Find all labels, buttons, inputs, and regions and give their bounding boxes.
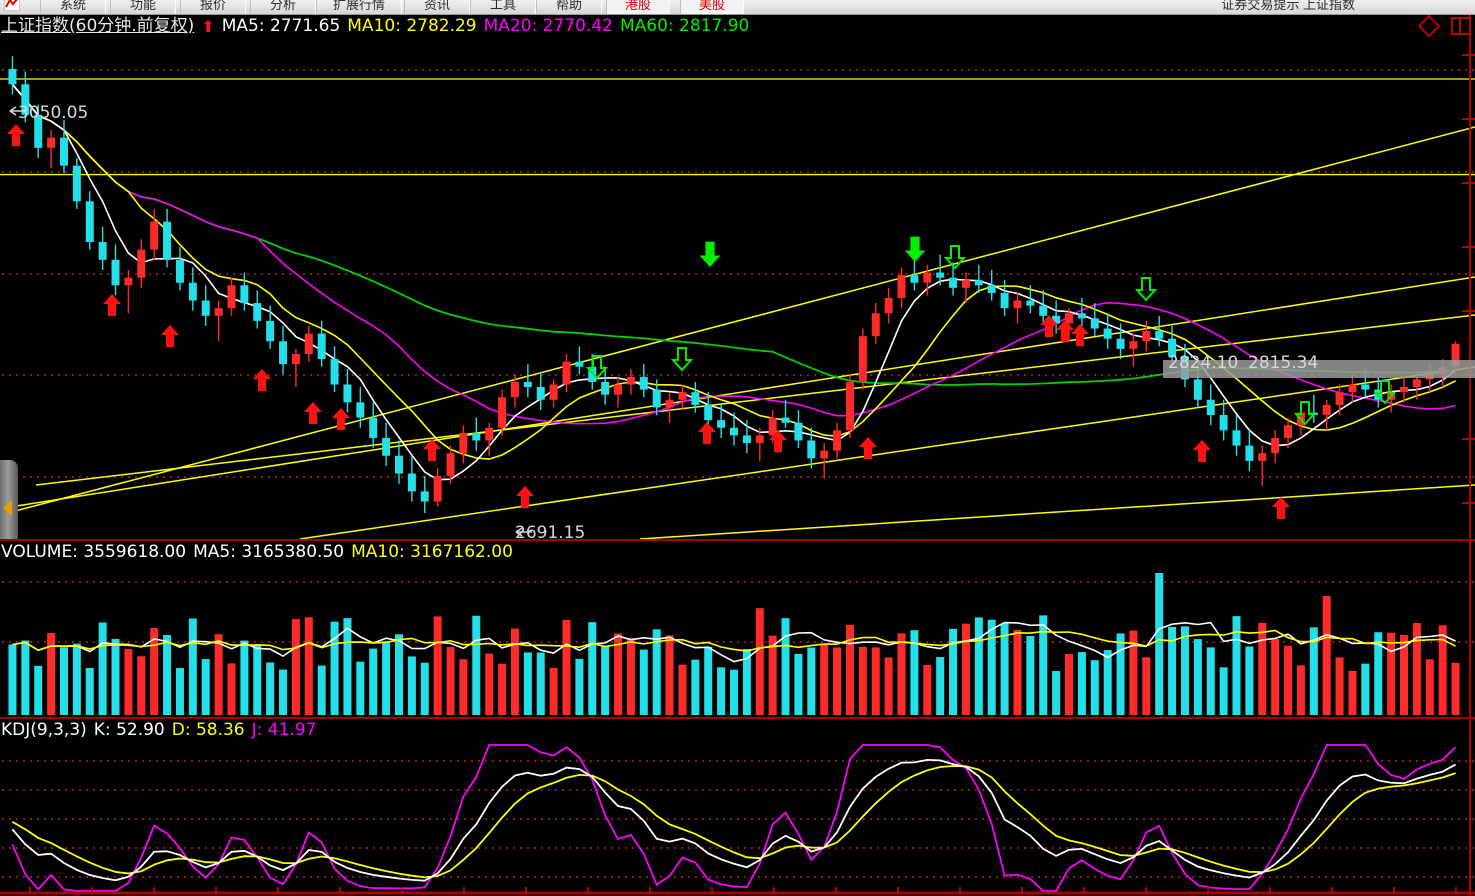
split-panel-icon[interactable] xyxy=(1451,17,1471,35)
menu-item-3[interactable]: 分析 xyxy=(250,0,316,14)
kdj-name: KDJ(9,3,3) xyxy=(1,720,87,740)
volume-pane[interactable]: VOLUME: 3559618.00 MA5: 3165380.50 MA10: 3… xyxy=(0,541,1475,717)
ma10-readout: MA10: 2782.29 xyxy=(347,16,477,36)
price-chart-pane[interactable]: 上证指数(60分钟.前复权) ⬆ MA5: 2771.65 MA10: 2782.29… xyxy=(0,15,1475,539)
menu-item-0[interactable]: 系统 xyxy=(40,0,106,14)
menu-item-5[interactable]: 资讯 xyxy=(404,0,470,14)
diamond-icon[interactable] xyxy=(1417,15,1440,38)
menu-label: 资讯 xyxy=(423,0,450,12)
menu-item-us[interactable]: 美股 xyxy=(680,0,744,14)
volume-readout: VOLUME: 3559618.00 xyxy=(1,542,187,562)
menubar-right-info: 证券交易提示 上证指数 xyxy=(1221,0,1355,12)
kdj-k-readout: K: 52.90 xyxy=(93,720,165,740)
menu-label: 功能 xyxy=(129,0,156,12)
volume-chart-canvas[interactable] xyxy=(0,541,1475,717)
price-chart-canvas[interactable] xyxy=(0,15,1475,539)
menu-item-hk[interactable]: 港股 xyxy=(606,0,670,14)
pane-toolbar-icons[interactable] xyxy=(1411,15,1471,38)
menu-label: 港股 xyxy=(624,0,651,12)
kdj-d-readout: D: 58.36 xyxy=(171,720,245,740)
menu-label: 美股 xyxy=(698,0,725,12)
price-pane-title: 上证指数(60分钟.前复权) ⬆ MA5: 2771.65 MA10: 2782.29… xyxy=(1,16,756,36)
menu-label: 分析 xyxy=(269,0,296,12)
chart-pan-handle[interactable] xyxy=(0,460,18,539)
menu-label: 报价 xyxy=(199,0,226,12)
menu-item-4[interactable]: 扩展行情 xyxy=(316,0,402,14)
ma60-price-label: 2815.34 xyxy=(1248,353,1319,373)
menu-label: 系统 xyxy=(59,0,86,12)
high-price-label: 3050.05 xyxy=(18,103,89,123)
menu-item-6[interactable]: 工具 xyxy=(470,0,536,14)
menu-label: 扩展行情 xyxy=(332,0,385,12)
volume-ma10-readout: MA10: 3167162.00 xyxy=(351,542,513,562)
kdj-chart-canvas[interactable] xyxy=(0,719,1475,896)
kdj-pane-title: KDJ(9,3,3) K: 52.90 D: 58.36 J: 41.97 xyxy=(1,720,323,740)
instrument-name: 上证指数(60分钟.前复权) xyxy=(1,16,195,36)
menu-item-1[interactable]: 功能 xyxy=(110,0,176,14)
kdj-pane[interactable]: KDJ(9,3,3) K: 52.90 D: 58.36 J: 41.97 xyxy=(0,719,1475,896)
volume-ma5-readout: MA5: 3165380.50 xyxy=(193,542,345,562)
volume-pane-title: VOLUME: 3559618.00 MA5: 3165380.50 MA10: 3… xyxy=(1,542,520,562)
up-arrow-icon: ⬆ xyxy=(201,17,215,36)
menu-item-2[interactable]: 报价 xyxy=(180,0,246,14)
left-triangle-icon xyxy=(3,500,12,516)
pane-divider-volume xyxy=(0,539,1475,541)
ma20-readout: MA20: 2770.42 xyxy=(483,16,613,36)
menu-label: 帮助 xyxy=(555,0,582,12)
main-menubar[interactable]: 系统 功能 报价 分析 扩展行情 资讯 工具 帮助 港股 美股 证券交易提示 上… xyxy=(0,0,1475,15)
ma5-readout: MA5: 2771.65 xyxy=(221,16,341,36)
kdj-j-readout: J: 41.97 xyxy=(251,720,317,740)
price-highlight-band xyxy=(1163,360,1475,378)
current-price-label: 2824.10 xyxy=(1168,353,1239,373)
menu-item-7[interactable]: 帮助 xyxy=(536,0,602,14)
app-logo-icon xyxy=(4,0,20,11)
ma60-readout: MA60: 2817.90 xyxy=(619,16,750,36)
pane-divider-kdj xyxy=(0,717,1475,719)
low-price-label: 2691.15 xyxy=(515,523,586,539)
menu-label: 工具 xyxy=(489,0,516,12)
